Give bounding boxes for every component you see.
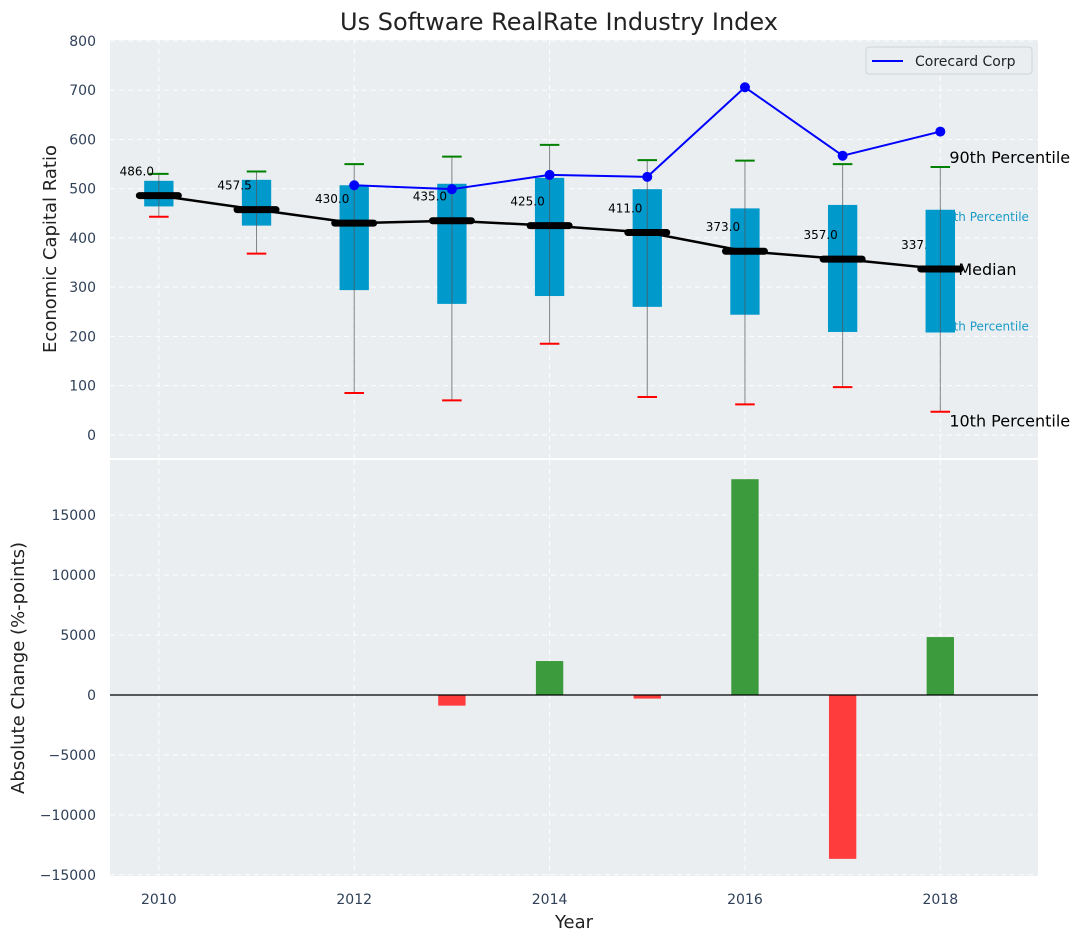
median-value-label: 457.5 <box>217 179 251 193</box>
legend-box <box>865 46 1033 75</box>
x-tick-label: 2016 <box>727 892 763 908</box>
x-tick-label: 2010 <box>141 892 177 908</box>
bottom-y-tick-label: 5000 <box>60 628 96 644</box>
top-y-tick-label: 800 <box>69 34 96 50</box>
bar-positive <box>535 661 564 695</box>
bar-group <box>438 479 954 859</box>
median-value-label: 425.0 <box>510 195 544 209</box>
corecard-series <box>349 82 946 195</box>
bar-negative <box>633 694 661 699</box>
x-axis-label: Year <box>554 912 594 933</box>
top-y-tick-label: 400 <box>69 231 96 247</box>
top-gridlines <box>110 40 1038 458</box>
p25-annotation: 25th Percentile <box>938 319 1029 333</box>
bottom-axes-background <box>110 460 1038 876</box>
corecard-point <box>446 184 457 195</box>
median-annotation: Median <box>958 260 1016 279</box>
x-tick-label: 2018 <box>922 892 958 908</box>
top-y-axis-label: Economic Capital Ratio <box>40 145 61 353</box>
median-value-label: 486.0 <box>120 165 154 179</box>
bottom-y-tick-label: 15000 <box>51 508 96 524</box>
median-value-label: 435.0 <box>413 190 447 204</box>
corecard-point <box>935 126 946 137</box>
p90-annotation: 90th Percentile <box>949 148 1070 167</box>
bottom-y-tick-label: 10000 <box>51 568 96 584</box>
p75-annotation: 75th Percentile <box>938 210 1029 224</box>
median-value-label: 357.0 <box>803 228 837 242</box>
top-y-tick-label: 600 <box>69 132 96 148</box>
bottom-y-tick-label: 0 <box>87 688 96 704</box>
p10-annotation: 10th Percentile <box>949 412 1070 431</box>
bottom-y-tick-label: −5000 <box>49 748 96 764</box>
legend-label: Corecard Corp <box>915 54 1016 70</box>
corecard-point <box>349 180 360 191</box>
bottom-y-tick-label: −10000 <box>40 808 96 824</box>
top-y-tick-label: 500 <box>69 182 96 198</box>
percentile-annotations: 90th Percentile 75th Percentile Median 25th… <box>917 148 1070 431</box>
top-y-tick-label: 200 <box>69 329 96 345</box>
x-tick-labels: 2010 2012 2014 2016 2018 <box>141 892 958 908</box>
bar-positive <box>926 637 954 695</box>
corecard-point <box>837 150 848 161</box>
bottom-y-axis-label: Absolute Change (%-points) <box>8 542 29 794</box>
top-y-tick-label: 100 <box>69 379 96 395</box>
corecard-point <box>544 169 555 180</box>
bottom-y-tick-labels: −15000 −10000 −5000 0 5000 10000 15000 <box>40 508 96 884</box>
x-tick-label: 2014 <box>532 892 568 908</box>
corecard-point <box>642 171 653 182</box>
top-y-tick-label: 0 <box>87 428 96 444</box>
top-y-tick-label: 300 <box>69 280 96 296</box>
chart-title: Us Software RealRate Industry Index <box>340 8 778 36</box>
corecard-point <box>739 82 750 93</box>
bar-positive <box>731 479 759 695</box>
legend: Corecard Corp <box>865 46 1033 75</box>
bar-negative <box>828 694 857 859</box>
bar-negative <box>438 694 466 706</box>
median-value-label: 411.0 <box>608 202 642 216</box>
median-value-label: 430.0 <box>315 192 349 206</box>
bottom-y-tick-label: −15000 <box>40 868 96 884</box>
top-y-tick-labels: 0 100 200 300 400 500 600 700 800 <box>69 34 96 444</box>
top-y-tick-label: 700 <box>69 83 96 99</box>
x-tick-label: 2012 <box>336 892 372 908</box>
boxplot-group: 486.0 457.5 430.0 435.0 425.0 411.0 373.0 357.0… <box>120 143 964 413</box>
median-value-label: 373.0 <box>706 220 740 234</box>
top-axes-background <box>110 40 1038 458</box>
